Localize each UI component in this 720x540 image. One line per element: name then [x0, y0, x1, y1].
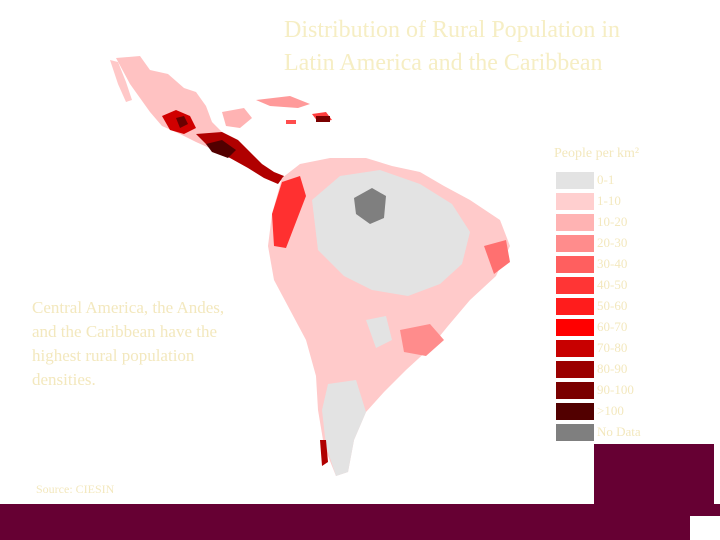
legend-item: No Data — [552, 422, 692, 443]
legend-item: 70-80 — [552, 338, 692, 359]
legend-item: 40-50 — [552, 275, 692, 296]
legend-label: 40-50 — [597, 277, 628, 292]
legend-item: 80-90 — [552, 359, 692, 380]
legend-swatch — [556, 403, 594, 420]
legend-title: People per km² — [554, 146, 640, 161]
region-mexico — [116, 56, 228, 150]
legend-label: 90-100 — [597, 382, 634, 397]
legend-swatch — [556, 424, 594, 441]
legend-label: 20-30 — [597, 235, 628, 250]
region-chile-coast — [320, 440, 328, 466]
region-no-data — [354, 188, 386, 224]
legend-label: 70-80 — [597, 340, 628, 355]
region-cuba — [256, 96, 310, 108]
map-legend: People per km² 0-1 1-10 10-20 20-30 30-40 40-… — [552, 146, 692, 443]
legend-swatch — [556, 172, 594, 189]
legend-item: 1-10 — [552, 191, 692, 212]
legend-swatch — [556, 382, 594, 399]
region-patagonia — [322, 380, 366, 476]
legend-swatch — [556, 235, 594, 252]
legend-label: >100 — [597, 403, 624, 418]
title-line-1: Distribution of Rural Population in — [284, 17, 620, 43]
region-bolivia-low — [366, 316, 392, 348]
legend-swatch — [556, 319, 594, 336]
region-mexico-city — [176, 116, 188, 128]
legend-swatch — [556, 298, 594, 315]
legend-swatch — [556, 256, 594, 273]
region-andes — [272, 176, 306, 248]
legend-item: >100 — [552, 401, 692, 422]
region-guatemala — [206, 140, 236, 158]
legend-swatch — [556, 193, 594, 210]
legend-item: 50-60 — [552, 296, 692, 317]
legend-swatch — [556, 214, 594, 231]
legend-item: 60-70 — [552, 317, 692, 338]
region-se-brazil — [400, 324, 444, 356]
legend-swatch — [556, 340, 594, 357]
legend-swatch — [556, 277, 594, 294]
legend-label: 60-70 — [597, 319, 628, 334]
region-jamaica — [286, 120, 296, 124]
region-puerto-rico — [316, 116, 330, 122]
legend-label: 50-60 — [597, 298, 628, 313]
legend-label: No Data — [597, 424, 641, 439]
legend-item: 30-40 — [552, 254, 692, 275]
legend-list: 0-1 1-10 10-20 20-30 30-40 40-50 50-60 60-70 70-… — [552, 170, 692, 443]
legend-item: 10-20 — [552, 212, 692, 233]
legend-label: 0-1 — [597, 172, 615, 187]
slide-title: Distribution of Rural Population in Lati… — [284, 14, 714, 80]
bottom-band — [0, 504, 720, 540]
region-central-america — [196, 132, 284, 184]
region-yucatan — [222, 108, 252, 128]
title-line-2: Latin America and the Caribbean — [284, 50, 603, 76]
legend-label: 30-40 — [597, 256, 628, 271]
region-ne-brazil — [484, 240, 510, 274]
region-baja — [110, 60, 132, 102]
legend-label: 1-10 — [597, 193, 621, 208]
legend-label: 10-20 — [597, 214, 628, 229]
legend-item: 0-1 — [552, 170, 692, 191]
source-note: Source: CIESIN — [36, 482, 115, 496]
region-amazon — [312, 170, 470, 296]
legend-item: 90-100 — [552, 380, 692, 401]
legend-swatch — [556, 361, 594, 378]
corner-notch — [690, 516, 720, 540]
legend-label: 80-90 — [597, 361, 628, 376]
legend-item: 20-30 — [552, 233, 692, 254]
map-caption: Central America, the Andes, and the Cari… — [32, 298, 225, 389]
